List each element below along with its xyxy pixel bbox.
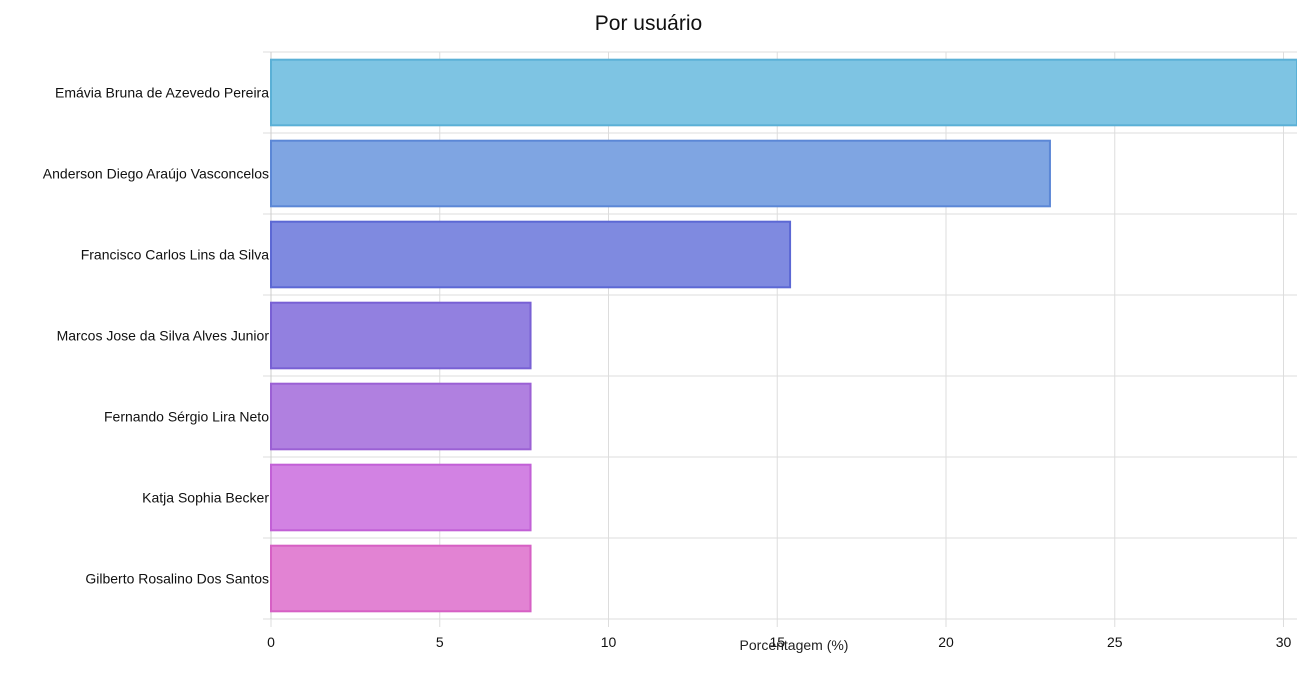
x-axis-label: Porcentagem (%) [739, 637, 849, 653]
bar [270, 463, 532, 532]
category-label: Marcos Jose da Silva Alves Junior [57, 328, 270, 344]
x-tick-label: 10 [601, 634, 617, 650]
x-tick-label: 0 [267, 634, 275, 650]
category-label: Emávia Bruna de Azevedo Pereira [55, 85, 269, 101]
category-label: Katja Sophia Becker [142, 490, 269, 506]
x-tick-label: 15 [769, 634, 785, 650]
x-tick-label: 30 [1276, 634, 1292, 650]
bar [270, 139, 1051, 208]
bar [270, 544, 532, 613]
x-tick-label: 5 [436, 634, 444, 650]
bar [270, 220, 792, 289]
chart-title: Por usuário [594, 12, 703, 35]
x-tick-label: 20 [938, 634, 954, 650]
category-label: Francisco Carlos Lins da Silva [81, 247, 270, 263]
x-tick-labels: 0 5 10 15 20 25 30 [267, 634, 1291, 650]
bars [270, 58, 1297, 613]
x-tick-label: 25 [1107, 634, 1123, 650]
category-labels: Emávia Bruna de Azevedo Pereira Anderson … [43, 85, 270, 587]
category-label: Fernando Sérgio Lira Neto [104, 409, 269, 425]
bar [270, 382, 532, 451]
bar [270, 301, 532, 370]
category-label: Gilberto Rosalino Dos Santos [85, 571, 269, 587]
bar [270, 58, 1297, 127]
category-label: Anderson Diego Araújo Vasconcelos [43, 166, 269, 182]
